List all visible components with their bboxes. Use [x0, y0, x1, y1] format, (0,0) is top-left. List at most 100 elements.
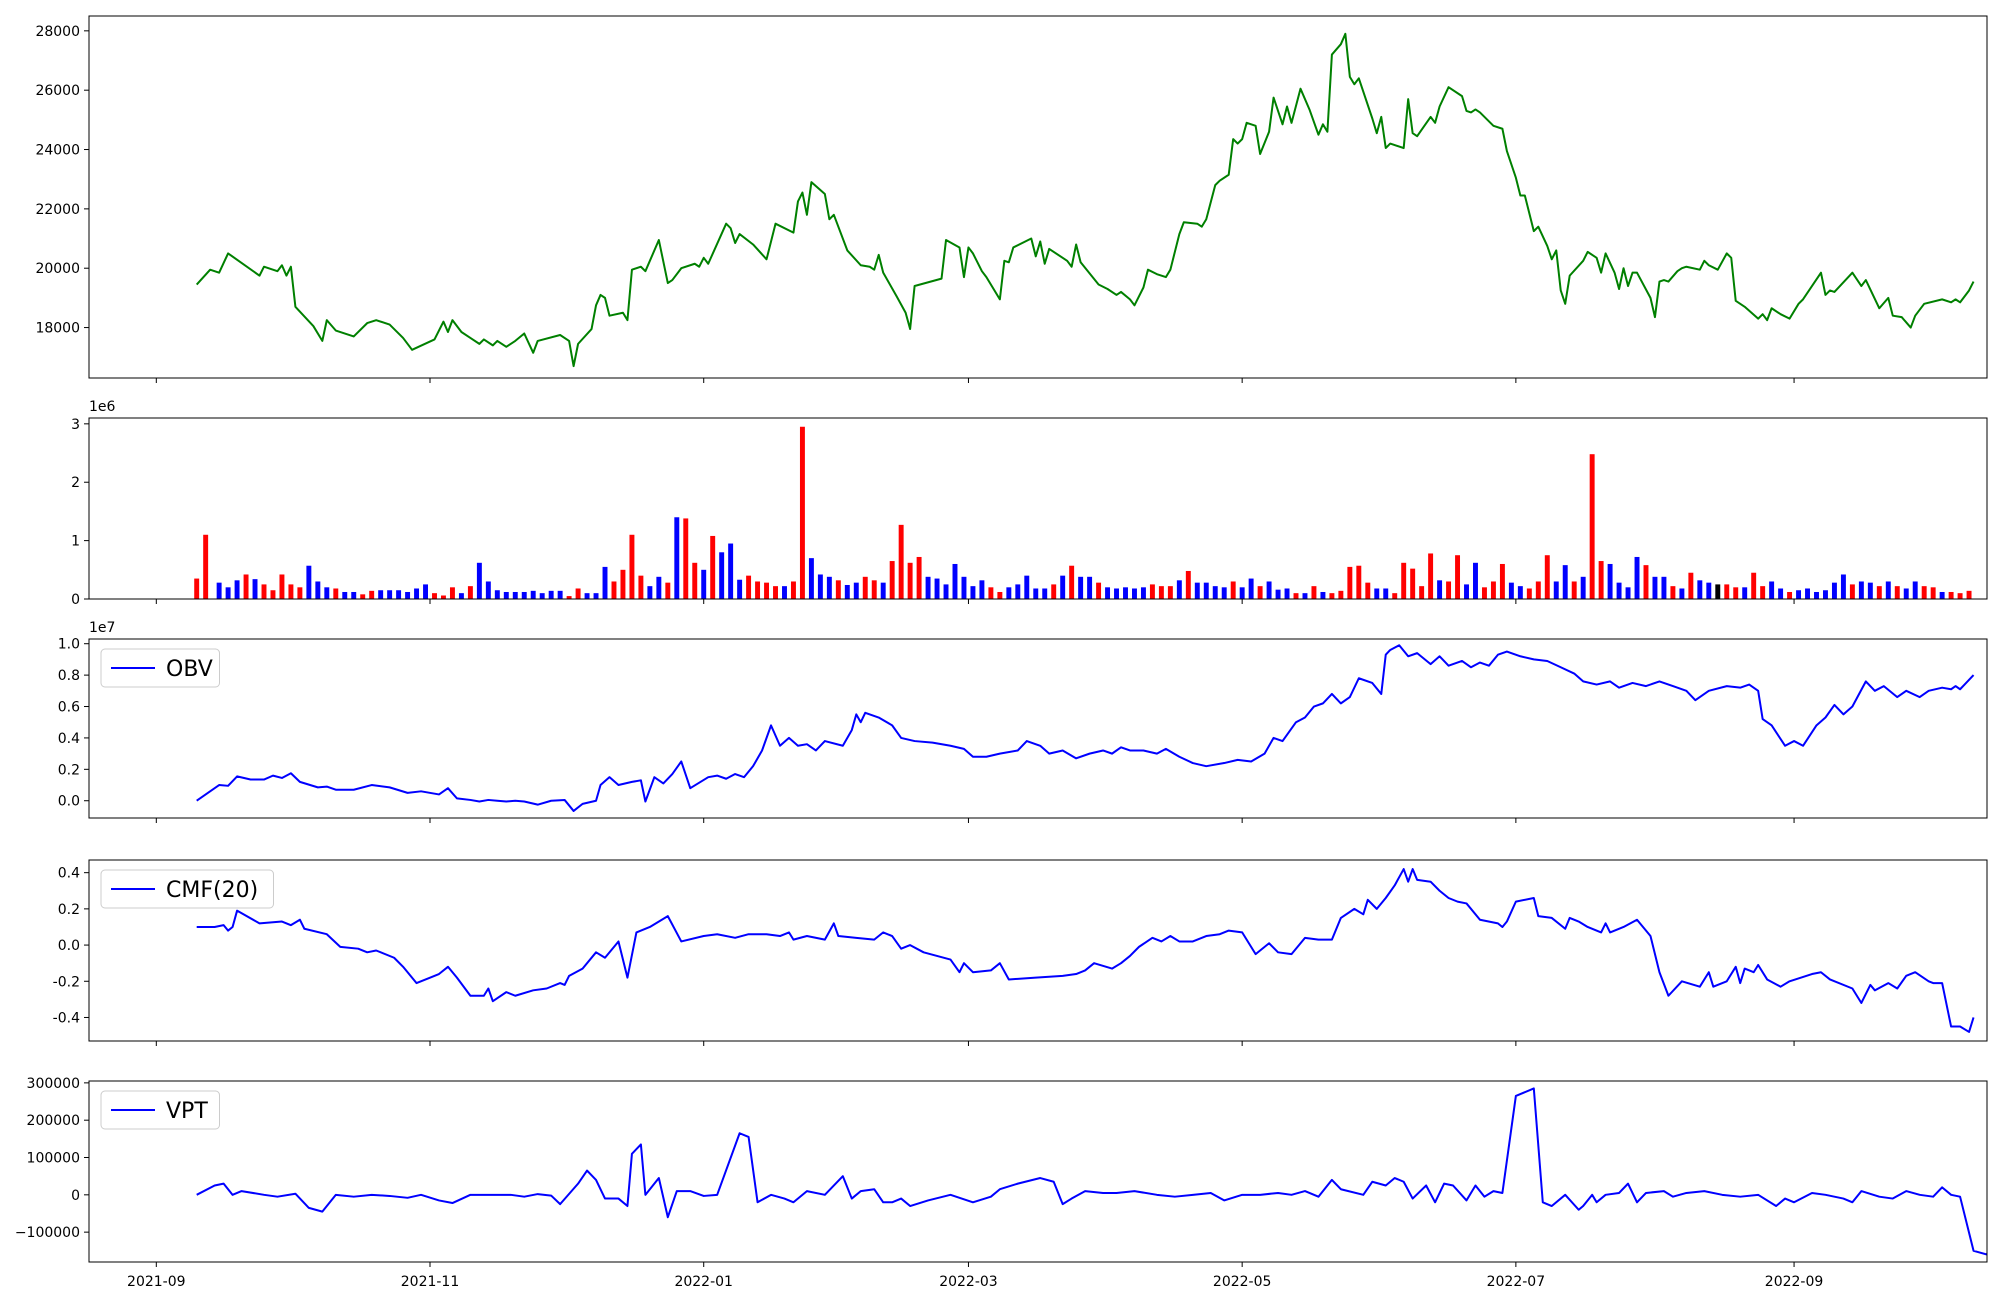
volume-bar [826, 576, 832, 599]
volume-bar [737, 579, 743, 599]
volume-bar [692, 562, 698, 599]
volume-bar [1571, 581, 1577, 599]
volume-bar [1939, 591, 1945, 599]
volume-bar [414, 588, 420, 599]
price-series-line [195, 32, 1975, 368]
volume-bar [1715, 584, 1721, 599]
volume-bar [1140, 587, 1146, 599]
volume-bar [1535, 581, 1541, 599]
volume-bar [1742, 587, 1748, 599]
volume-bar [1849, 584, 1855, 599]
obv-ytick-label: 0.8 [58, 668, 80, 684]
volume-bar [458, 593, 464, 599]
volume-bar [342, 591, 348, 599]
volume-bar [423, 584, 428, 599]
volume-bar [1858, 581, 1864, 599]
volume-bar [1374, 588, 1380, 599]
vpt-axes-frame [88, 1080, 1988, 1263]
volume-bar [494, 590, 500, 599]
volume-bar [1481, 587, 1487, 599]
volume-bar [396, 590, 402, 599]
volume-bar [557, 590, 563, 599]
volume-bar [243, 574, 249, 599]
volume-bar [1114, 588, 1119, 599]
volume-bar [880, 582, 886, 599]
volume-bar [719, 552, 725, 599]
volume-bar [970, 586, 976, 599]
volume-bar [1751, 572, 1757, 599]
volume-bar [898, 524, 904, 599]
volume-bar [1867, 582, 1873, 599]
cmf-ytick-label: -0.2 [53, 974, 80, 990]
volume-bar [835, 580, 841, 599]
volume-bar [530, 590, 536, 599]
volume-bar [1517, 586, 1523, 599]
volume-bar [315, 581, 321, 599]
volume-bar [1203, 582, 1209, 599]
volume-bar [1814, 591, 1819, 599]
volume-bar [1607, 563, 1613, 599]
volume-bar [1401, 562, 1407, 599]
volume-bar [656, 576, 662, 599]
volume-bar [611, 581, 617, 599]
volume-bar [683, 518, 689, 599]
volume-bar [575, 588, 581, 599]
volume-bar [378, 590, 384, 599]
volume-bar [746, 575, 752, 599]
volume-bar [925, 576, 931, 599]
volume-bar [1042, 588, 1048, 599]
xtick-label: 2021-09 [127, 1274, 186, 1290]
volume-bar [566, 596, 572, 599]
volume-bar [1823, 590, 1828, 599]
cmf-ytick-label: 0.4 [58, 866, 80, 882]
volume-bar [1778, 588, 1784, 599]
volume-bar [1257, 586, 1263, 599]
xtick-label: 2022-05 [1213, 1274, 1272, 1290]
volume-bar [1876, 586, 1882, 599]
volume-bar [1912, 581, 1918, 599]
volume-bar [710, 535, 716, 599]
volume-bar [665, 582, 671, 599]
volume-bar [961, 576, 967, 599]
volume-bar [503, 591, 509, 599]
volume-bar [333, 588, 339, 599]
volume-bar [1562, 565, 1568, 599]
volume-bar [1105, 587, 1111, 599]
volume-ytick-label: 1 [71, 534, 80, 550]
volume-bar [405, 591, 411, 599]
volume-bar [1096, 582, 1102, 599]
volume-bar [441, 595, 446, 599]
volume-bar [1894, 586, 1900, 599]
volume-bar [1320, 591, 1326, 599]
volume-bar [467, 586, 473, 599]
volume-bar [1302, 593, 1308, 599]
volume-bar [1508, 582, 1514, 599]
volume-bar [862, 576, 868, 599]
volume-bar [799, 426, 805, 599]
volume-bar [216, 582, 222, 599]
price-ytick-label: 18000 [35, 321, 80, 337]
volume-bar [387, 590, 393, 599]
volume-bar [521, 591, 527, 599]
volume-bar [1616, 582, 1622, 599]
volume-bar [782, 586, 787, 599]
vpt-ytick-label: −100000 [15, 1225, 80, 1241]
volume-bar [252, 579, 258, 599]
volume-bar [360, 594, 366, 599]
volume-bar [1087, 576, 1093, 599]
volume-bar [1428, 553, 1434, 599]
volume-bar [593, 593, 599, 599]
volume-bar [674, 517, 680, 599]
volume-ytick-label: 2 [71, 475, 80, 491]
volume-bar [647, 586, 653, 599]
obv-series-line [196, 644, 1975, 812]
volume-bar [1167, 586, 1173, 599]
volume-bar [1221, 587, 1227, 599]
volume-bar [1679, 588, 1685, 599]
cmf-legend-label: CMF(20) [166, 878, 258, 903]
vpt-ytick-label: 100000 [27, 1151, 80, 1167]
volume-ytick-label: 0 [71, 592, 80, 608]
volume-bar [997, 591, 1003, 599]
xtick-label: 2021-11 [401, 1274, 460, 1290]
volume-bar [1437, 580, 1443, 599]
